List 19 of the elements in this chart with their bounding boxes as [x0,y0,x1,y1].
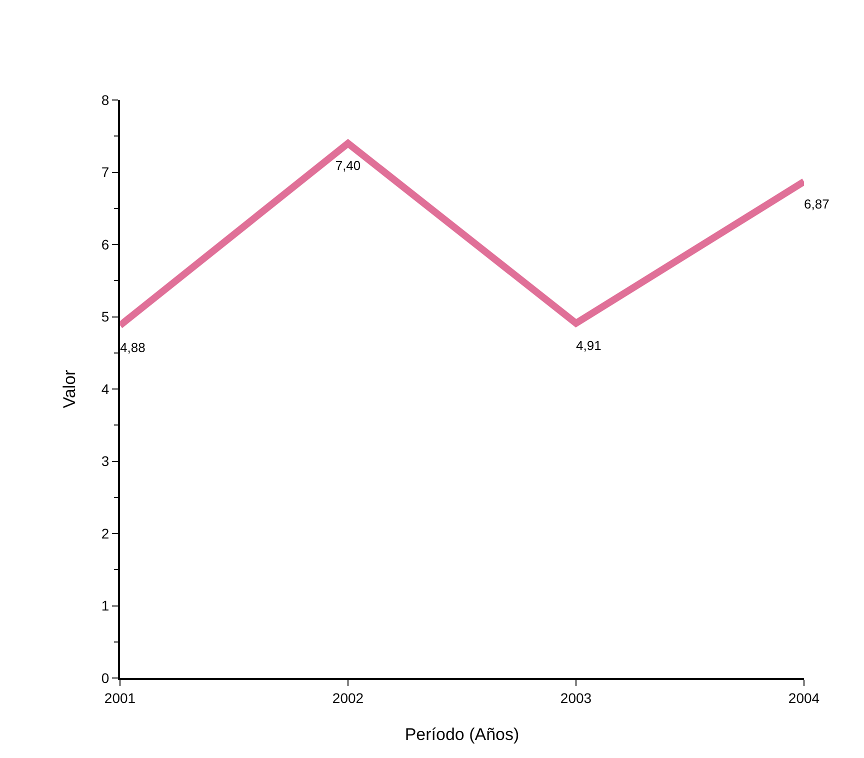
x-tick-label: 2003 [560,690,592,706]
x-tick-label: 2002 [332,690,364,706]
x-tick-label: 2004 [788,690,820,706]
data-label: 7,40 [335,158,361,173]
y-tick-label: 1 [101,598,110,614]
data-label: 4,88 [120,340,146,356]
y-tick-label: 6 [101,236,110,252]
y-tick-label: 0 [101,670,110,686]
data-label: 4,91 [576,338,602,353]
y-tick-label: 8 [101,92,110,108]
x-tick-label: 2001 [104,690,136,706]
data-label: 6,87 [804,196,830,212]
y-tick-label: 2 [101,525,110,542]
y-tick-label: 7 [101,164,110,180]
x-axis-title: Período (Años) [404,725,520,744]
y-tick-label: 3 [101,453,110,470]
y-tick-label: 5 [101,308,110,325]
y-axis-title: Valor [60,369,79,408]
y-tick-label: 4 [101,380,110,397]
